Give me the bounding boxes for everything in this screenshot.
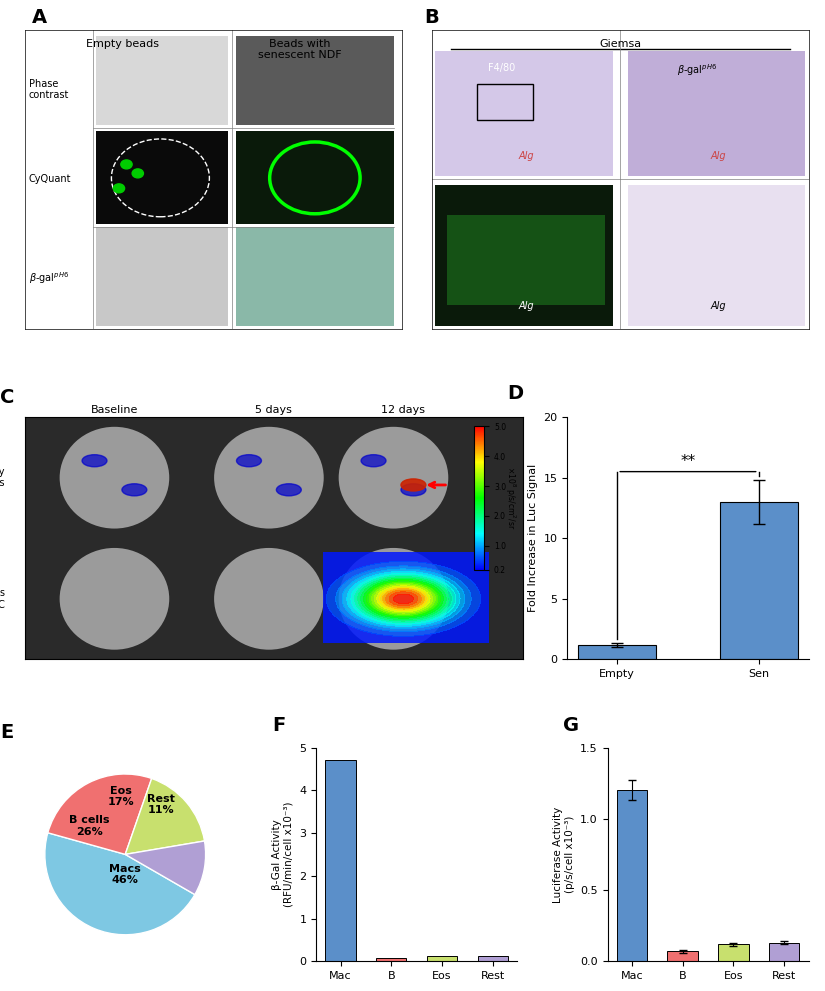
Text: G: G [563, 716, 579, 734]
Text: Rest
11%: Rest 11% [148, 794, 176, 816]
Bar [616, 790, 647, 961]
FancyBboxPatch shape [236, 132, 394, 224]
Text: F: F [272, 716, 285, 734]
Text: Giemsa: Giemsa [599, 39, 641, 49]
Text: Alg: Alg [518, 301, 534, 311]
Text: **: ** [681, 454, 695, 469]
FancyBboxPatch shape [436, 185, 612, 326]
Circle shape [132, 168, 144, 177]
Text: 12 days: 12 days [381, 404, 426, 414]
Y-axis label: β-Gal Activity
(RFU/min/cell x10⁻³): β-Gal Activity (RFU/min/cell x10⁻³) [272, 802, 294, 907]
Text: Empty
beads: Empty beads [0, 467, 5, 489]
Text: Alg: Alg [710, 301, 726, 311]
Wedge shape [125, 779, 205, 854]
Text: Baseline: Baseline [91, 404, 138, 414]
Wedge shape [45, 832, 195, 935]
Text: CyQuant: CyQuant [29, 174, 71, 184]
Text: 5 days: 5 days [256, 404, 292, 414]
Text: C: C [0, 388, 14, 407]
Wedge shape [48, 774, 152, 854]
Circle shape [113, 184, 125, 193]
Ellipse shape [214, 548, 323, 650]
Bar [769, 942, 799, 961]
Y-axis label: $\times$10$^{8}$ p/s/cm$^{2}$/sr: $\times$10$^{8}$ p/s/cm$^{2}$/sr [502, 467, 517, 529]
Text: B: B [424, 8, 439, 27]
Circle shape [122, 484, 147, 496]
Text: Alg: Alg [710, 152, 726, 162]
Circle shape [82, 455, 107, 467]
Y-axis label: Luciferase Activity
(p/s/cell x10⁻³): Luciferase Activity (p/s/cell x10⁻³) [553, 807, 575, 903]
Text: B cells
26%: B cells 26% [68, 816, 109, 837]
Bar [427, 956, 457, 961]
Bar [578, 645, 656, 659]
Text: $\beta$-gal$^{pH6}$: $\beta$-gal$^{pH6}$ [29, 271, 68, 286]
FancyBboxPatch shape [628, 51, 804, 176]
FancyBboxPatch shape [628, 185, 804, 326]
Text: A: A [32, 8, 47, 27]
Text: F4/80: F4/80 [488, 62, 516, 72]
FancyBboxPatch shape [236, 227, 394, 326]
FancyBboxPatch shape [97, 132, 229, 224]
Circle shape [237, 455, 262, 467]
Text: Beads
with SC: Beads with SC [0, 588, 5, 609]
FancyBboxPatch shape [97, 36, 229, 126]
Y-axis label: Fold Increase in Luc Signal: Fold Increase in Luc Signal [528, 464, 538, 612]
Circle shape [276, 484, 301, 496]
Text: $\beta$-gal$^{pH6}$: $\beta$-gal$^{pH6}$ [676, 62, 717, 78]
Circle shape [120, 160, 132, 168]
FancyBboxPatch shape [447, 215, 605, 305]
Ellipse shape [59, 548, 169, 650]
Text: E: E [1, 722, 14, 742]
Text: Eos
17%: Eos 17% [108, 786, 134, 808]
Circle shape [361, 455, 386, 467]
FancyBboxPatch shape [97, 227, 229, 326]
Text: Phase
contrast: Phase contrast [29, 78, 69, 100]
Text: Macs
46%: Macs 46% [110, 864, 141, 885]
Circle shape [401, 479, 426, 491]
FancyBboxPatch shape [436, 51, 612, 176]
Wedge shape [125, 841, 205, 895]
Ellipse shape [339, 427, 448, 528]
Bar [667, 951, 698, 961]
Bar [719, 501, 798, 659]
Text: Alg: Alg [518, 152, 534, 162]
Circle shape [401, 484, 426, 496]
Bar [325, 760, 356, 961]
Text: D: D [507, 384, 523, 402]
Ellipse shape [339, 548, 448, 650]
Bar [719, 944, 748, 961]
Text: Beads with
senescent NDF: Beads with senescent NDF [258, 39, 342, 60]
FancyBboxPatch shape [236, 36, 394, 126]
Ellipse shape [214, 427, 323, 528]
Bar [477, 83, 534, 120]
Bar [376, 958, 407, 961]
Bar [478, 956, 508, 961]
Text: Empty beads: Empty beads [87, 39, 159, 49]
Ellipse shape [59, 427, 169, 528]
